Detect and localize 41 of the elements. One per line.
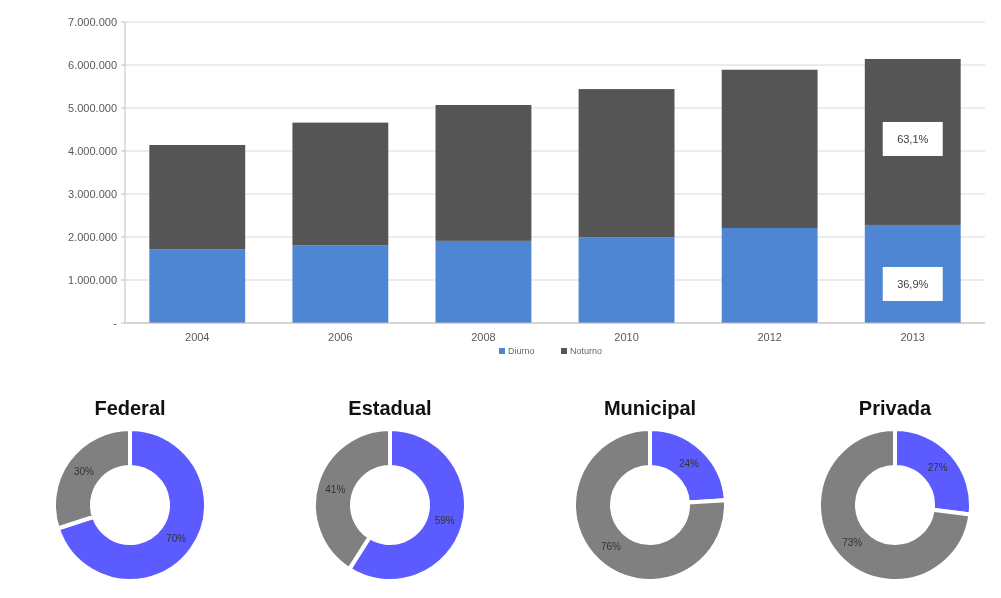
- y-tick-label: 2.000.000: [68, 230, 117, 243]
- x-tick-label: 2006: [328, 331, 353, 343]
- chart-title: Estadual: [348, 397, 432, 419]
- data-label: 30%: [73, 466, 94, 477]
- annotation: 36,9%: [897, 277, 929, 290]
- chart-title: Federal: [94, 397, 166, 419]
- bar: [149, 249, 246, 323]
- data-label: 70%: [166, 533, 187, 544]
- bar: [292, 122, 389, 246]
- x-tick-label: 2013: [900, 331, 925, 343]
- y-tick-label: 5.000.000: [68, 101, 117, 114]
- data-label: 41%: [325, 483, 346, 495]
- bar: [149, 144, 246, 250]
- data-label: 76%: [600, 541, 622, 553]
- bar: [578, 237, 675, 323]
- y-tick-label: 7.000.000: [68, 15, 117, 28]
- chart-title: Municipal: [603, 397, 697, 419]
- y-tick-label: 3.000.000: [68, 187, 117, 200]
- bar: [435, 240, 532, 323]
- bar: [864, 58, 961, 225]
- data-label: 24%: [679, 457, 700, 469]
- y-tick-label: 1.000.000: [68, 273, 117, 286]
- x-tick-label: 2004: [185, 331, 210, 343]
- y-tick-label: -: [113, 316, 118, 329]
- bar: [721, 69, 818, 228]
- chart-title: Privada: [858, 397, 933, 419]
- bar: [292, 245, 389, 323]
- data-label: 27%: [927, 461, 948, 473]
- data-label: 73%: [842, 537, 863, 549]
- data-label: 59%: [434, 515, 455, 527]
- y-tick-label: 6.000.000: [68, 58, 117, 71]
- annotation: 63,1%: [897, 132, 929, 145]
- bar: [435, 104, 532, 241]
- legend-label: Noturno: [570, 346, 603, 356]
- bar: [721, 227, 818, 323]
- legend-label: Diurno: [508, 346, 535, 356]
- x-tick-label: 2012: [757, 331, 782, 343]
- bar: [578, 89, 675, 238]
- y-tick-label: 4.000.000: [68, 144, 117, 157]
- x-tick-label: 2008: [471, 331, 496, 343]
- x-tick-label: 2010: [614, 331, 639, 343]
